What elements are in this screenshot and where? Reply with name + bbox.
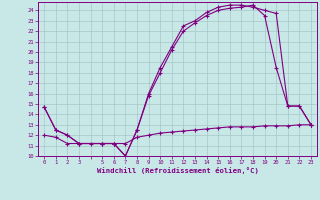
X-axis label: Windchill (Refroidissement éolien,°C): Windchill (Refroidissement éolien,°C) (97, 167, 259, 174)
